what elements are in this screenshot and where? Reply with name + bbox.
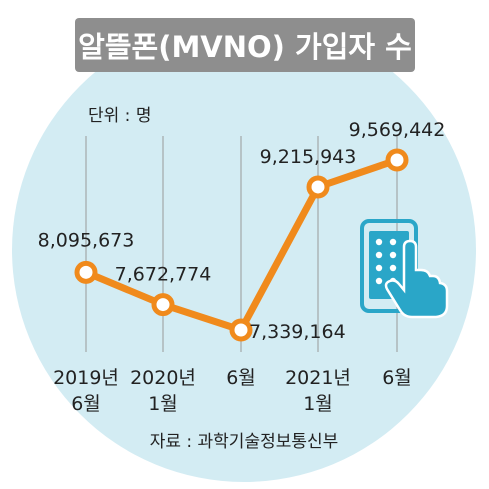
phone-keypad-dot <box>389 251 397 259</box>
smartphone-touch-icon <box>360 219 449 319</box>
x-tick-label: 2019년 <box>53 367 119 389</box>
data-point <box>306 175 330 199</box>
phone-keypad-dot <box>375 277 383 285</box>
data-label: 9,215,943 <box>260 146 357 168</box>
x-tick-label: 2020년 <box>130 367 196 389</box>
phone-keypad-dot <box>375 238 383 246</box>
source-label: 자료 : 과학기술정보통신부 <box>150 432 339 452</box>
x-tick-label: 2021년 <box>285 367 351 389</box>
background-circle <box>12 18 476 482</box>
x-tick-label: 1월 <box>148 393 178 415</box>
data-point <box>385 148 409 172</box>
data-point <box>74 260 98 284</box>
x-tick-label: 6월 <box>71 393 101 415</box>
x-axis-labels: 2019년 6월 2020년 1월 6월 2021년 1월 6월 <box>53 367 412 415</box>
data-labels: 8,095,673 7,672,774 7,339,164 9,215,943 9,56… <box>38 119 446 343</box>
x-tick-label: 6월 <box>226 367 256 389</box>
chart-title: 알뜰폰(MVNO) 가입자 수 <box>78 30 412 64</box>
x-tick-label: 6월 <box>382 367 412 389</box>
phone-keypad-dot <box>389 264 397 272</box>
data-label: 7,672,774 <box>115 264 212 286</box>
data-label: 7,339,164 <box>249 321 346 343</box>
data-points <box>74 148 409 342</box>
data-label: 8,095,673 <box>38 229 135 251</box>
phone-keypad-dot <box>375 264 383 272</box>
data-point <box>229 318 253 342</box>
phone-keypad-dot <box>375 251 383 259</box>
unit-label: 단위 : 명 <box>88 106 151 126</box>
data-point <box>151 293 175 317</box>
phone-keypad-dot <box>389 238 397 246</box>
title-banner: 알뜰폰(MVNO) 가입자 수 <box>75 18 415 72</box>
data-label: 9,569,442 <box>349 119 446 141</box>
x-tick-label: 1월 <box>303 393 333 415</box>
